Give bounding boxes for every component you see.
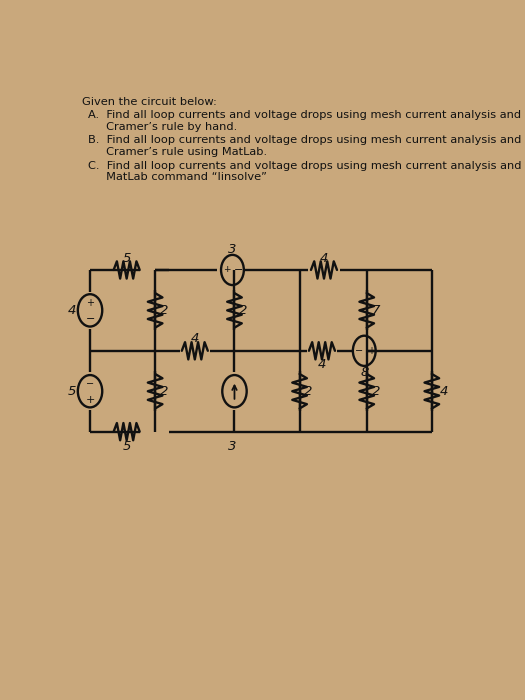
Text: 2: 2	[160, 304, 169, 317]
Text: −: −	[86, 379, 94, 389]
Text: 4: 4	[318, 358, 326, 371]
Text: 4: 4	[68, 304, 76, 317]
Text: C.  Find all loop currents and voltage drops using mesh current analysis and the: C. Find all loop currents and voltage dr…	[88, 160, 525, 171]
Text: 3: 3	[228, 440, 237, 453]
Text: −: −	[234, 265, 244, 275]
Text: 5: 5	[122, 440, 131, 453]
Text: Given the circuit below:: Given the circuit below:	[82, 97, 217, 108]
Text: +: +	[223, 265, 230, 274]
Text: 5: 5	[122, 251, 131, 265]
Text: +: +	[86, 298, 94, 308]
Text: A.  Find all loop currents and voltage drops using mesh current analysis and: A. Find all loop currents and voltage dr…	[88, 110, 521, 120]
Text: 3: 3	[228, 243, 237, 256]
Text: 5: 5	[68, 385, 76, 398]
Text: 4: 4	[191, 332, 199, 345]
Text: Cramer’s rule by hand.: Cramer’s rule by hand.	[88, 122, 237, 132]
Text: 4: 4	[320, 251, 328, 265]
Text: −: −	[354, 346, 363, 356]
Text: Cramer’s rule using MatLab.: Cramer’s rule using MatLab.	[88, 147, 267, 157]
Text: 4: 4	[440, 385, 448, 398]
Text: 7: 7	[372, 304, 380, 317]
Text: +: +	[366, 346, 374, 356]
Text: 2: 2	[239, 304, 248, 317]
Text: 8: 8	[360, 366, 369, 379]
Text: 2: 2	[372, 385, 380, 398]
Text: MatLab command “linsolve”: MatLab command “linsolve”	[88, 172, 267, 183]
Text: +: +	[86, 395, 94, 405]
Text: −: −	[86, 314, 94, 324]
Text: 2: 2	[160, 385, 169, 398]
Text: 2: 2	[304, 385, 313, 398]
Text: B.  Find all loop currents and voltage drops using mesh current analysis and: B. Find all loop currents and voltage dr…	[88, 135, 521, 145]
